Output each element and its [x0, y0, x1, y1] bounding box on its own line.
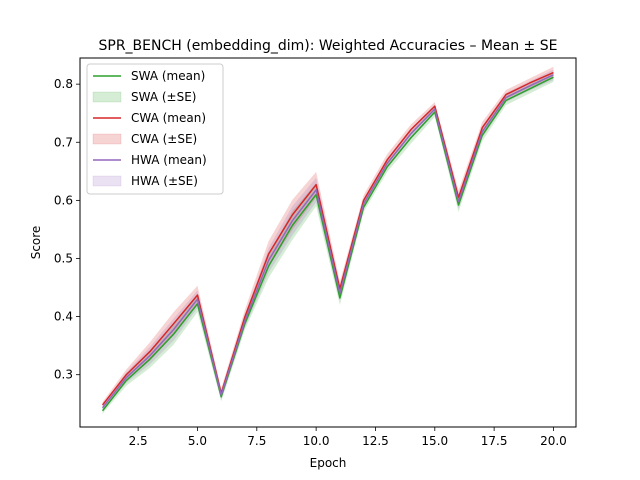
legend-band-swatch — [92, 175, 122, 187]
y-tick-label: 0.8 — [54, 77, 73, 91]
y-axis-label: Score — [29, 226, 43, 260]
legend-label: SWA (±SE) — [131, 90, 196, 104]
x-tick-label: 12.5 — [362, 434, 389, 448]
series-line-2 — [101, 74, 554, 409]
plot-frame — [79, 57, 577, 428]
y-tick-label: 0.3 — [54, 368, 73, 382]
legend-label: CWA (mean) — [131, 111, 206, 125]
legend-label: HWA (±SE) — [131, 174, 198, 188]
axis-ticks: 2.5 5.0 7.5 10.0 12.5 15.0 17.5 20.0 0.3 0.4 0.5 0.… — [54, 77, 567, 448]
x-tick-label: 10.0 — [303, 434, 330, 448]
y-tick-label: 0.5 — [54, 251, 73, 265]
x-tick-label: 2.5 — [129, 434, 148, 448]
x-tick-label: 15.0 — [421, 434, 448, 448]
legend-label: HWA (mean) — [131, 153, 207, 167]
legend-band-swatch — [92, 133, 122, 145]
x-tick-label: 17.5 — [481, 434, 508, 448]
plot-area — [101, 66, 554, 414]
series-line-0 — [101, 76, 554, 412]
x-tick-label: 5.0 — [188, 434, 207, 448]
legend-box — [86, 63, 224, 195]
legend-label: SWA (mean) — [131, 69, 205, 83]
y-tick-label: 0.4 — [54, 310, 73, 324]
chart-title: SPR_BENCH (embedding_dim): Weighted Accu… — [99, 38, 558, 54]
y-tick-label: 0.7 — [54, 135, 73, 149]
legend-band-swatch — [92, 91, 122, 103]
legend: SWA (mean) SWA (±SE) CWA (mean) CWA (±SE) HW… — [86, 63, 224, 195]
y-tick-label: 0.6 — [54, 193, 73, 207]
x-tick-label: 7.5 — [247, 434, 266, 448]
legend-label: CWA (±SE) — [131, 132, 197, 146]
series-line-1 — [101, 71, 554, 406]
x-axis-label: Epoch — [310, 456, 347, 470]
x-tick-label: 20.0 — [540, 434, 567, 448]
